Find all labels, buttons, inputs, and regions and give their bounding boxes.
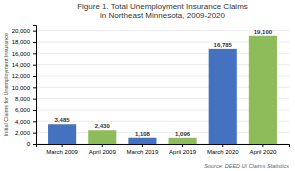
y-tick: 2,000 [15, 130, 36, 136]
y-tick-label: 2,000 [15, 130, 31, 136]
chart: 0 2,000 4,000 6,000 8,000 10,000 12,000 14,000 1… [0, 0, 295, 171]
bar [88, 130, 116, 144]
y-tick-mark [33, 76, 36, 77]
y-tick-mark [33, 133, 36, 134]
y-tick: 8,000 [15, 96, 36, 102]
data-labels: 3,485 2,430 1,108 1,096 16,785 19,100 [55, 29, 273, 137]
grid [36, 31, 289, 144]
grid-line [36, 30, 289, 31]
x-tick-label: March 2019 [127, 149, 159, 155]
x-tick-mark [102, 144, 103, 147]
y-tick-mark [33, 53, 36, 54]
data-label: 3,485 [55, 117, 71, 123]
bar [169, 138, 197, 144]
y-tick: 16,000 [12, 51, 36, 57]
data-label: 16,785 [214, 42, 233, 48]
plot: 0 2,000 4,000 6,000 8,000 10,000 12,000 14,000 1… [12, 26, 290, 156]
y-tick-label: 4,000 [15, 119, 31, 125]
x-tick: March 2009 [46, 144, 78, 155]
x-axis-line [37, 145, 290, 148]
x-tick: March 2019 [127, 144, 159, 155]
y-tick-label: 16,000 [12, 51, 31, 57]
y-tick-label: 14,000 [12, 62, 31, 68]
x-tick-label: April 2009 [89, 149, 117, 155]
bar [128, 138, 156, 144]
x-tick-mark [182, 144, 183, 147]
y-axis-line [33, 26, 37, 145]
y-tick-mark [33, 99, 36, 100]
y-tick: 14,000 [12, 62, 36, 68]
bars [48, 36, 277, 144]
y-tick: 20,000 [12, 28, 36, 34]
x-tick-label: March 2009 [46, 149, 78, 155]
y-tick: 12,000 [12, 73, 36, 79]
y-tick-label: 18,000 [12, 39, 31, 45]
y-tick-label: 6,000 [15, 107, 31, 113]
x-tick-label: April 2020 [249, 149, 277, 155]
x-tick: March 2020 [207, 144, 239, 155]
x-tick-mark [262, 144, 263, 147]
y-axis-title: Initial Claims for Unemployment Insuranc… [3, 33, 9, 136]
y-tick-mark [33, 87, 36, 88]
x-tick-mark [62, 144, 63, 147]
annotation: Source: DEED UI Claims Statistics [204, 163, 289, 169]
x-tick: April 2019 [169, 144, 197, 155]
x-tick-label: April 2019 [169, 149, 197, 155]
y-tick: 18,000 [12, 39, 36, 45]
x-tick-label: March 2020 [207, 149, 239, 155]
y-tick-label: 10,000 [12, 85, 31, 91]
bar [249, 36, 277, 144]
x-tick: April 2020 [249, 144, 277, 155]
x-tick-mark [142, 144, 143, 147]
y-tick: 6,000 [15, 107, 36, 113]
y-tick-mark [33, 144, 36, 145]
data-label: 19,100 [254, 29, 273, 35]
y-tick-mark [33, 110, 36, 111]
x-axis: March 2009 April 2009 March 2019 April 2019… [37, 144, 290, 155]
y-tick: 0 [27, 141, 36, 147]
x-tick: April 2009 [89, 144, 117, 155]
y-tick-label: 20,000 [12, 28, 31, 34]
title: Figure 1. Total Unemployment Insurance C… [77, 2, 248, 20]
data-label: 1,108 [135, 131, 151, 137]
y-tick-label: 12,000 [12, 73, 31, 79]
y-tick-mark [33, 121, 36, 122]
data-label: 1,096 [175, 131, 191, 137]
bar [48, 124, 76, 144]
x-tick-mark [222, 144, 223, 147]
y-tick-mark [33, 65, 36, 66]
y-tick-label: 0 [27, 141, 31, 147]
y-tick-mark [33, 42, 36, 43]
y-axis: 0 2,000 4,000 6,000 8,000 10,000 12,000 14,000 1… [12, 26, 37, 148]
y-tick: 10,000 [12, 85, 36, 91]
y-tick-mark [33, 31, 36, 32]
data-label: 2,430 [95, 123, 111, 129]
y-tick: 4,000 [15, 119, 36, 125]
y-tick-label: 8,000 [15, 96, 31, 102]
bar [209, 49, 237, 144]
